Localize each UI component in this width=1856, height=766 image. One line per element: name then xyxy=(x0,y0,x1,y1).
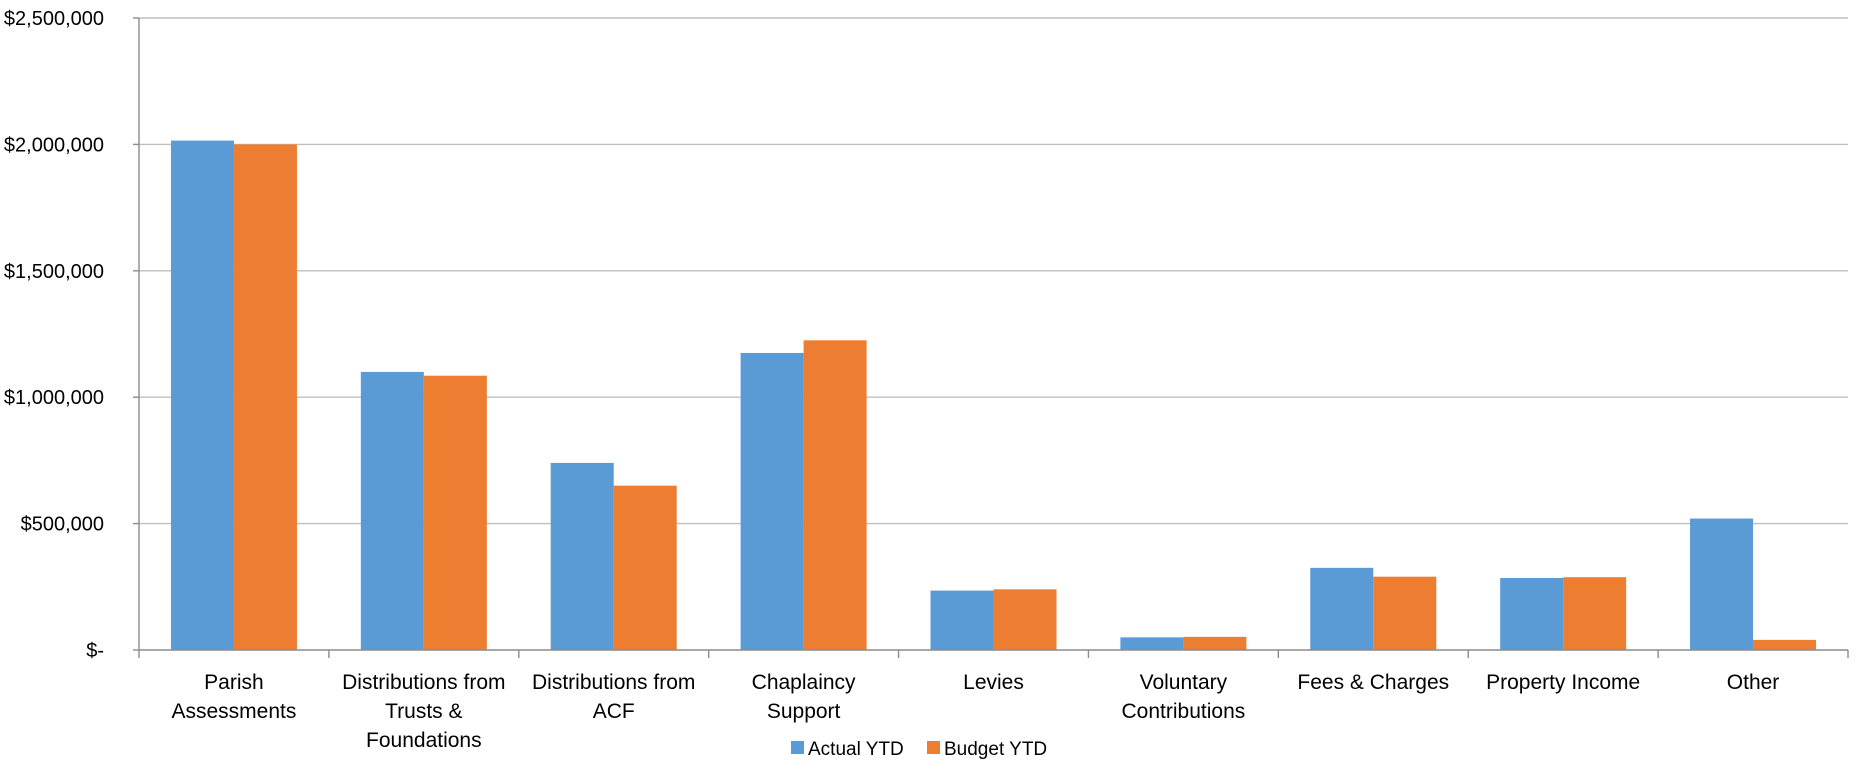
y-tick-label: $- xyxy=(86,640,104,662)
x-tick-label-line: Assessments xyxy=(172,700,297,723)
y-tick-label: $2,000,000 xyxy=(4,134,104,156)
x-tick-label-line: Levies xyxy=(963,671,1024,694)
x-tick-label-line: ACF xyxy=(593,700,635,723)
x-tick-label: Distributions from ACF xyxy=(532,671,695,723)
bar-budget-ytd xyxy=(423,375,487,650)
x-tick-label: Levies xyxy=(963,671,1024,694)
x-tick-label-line: Fees & Charges xyxy=(1297,671,1449,694)
x-tick-labels: Parish Assessments Distributions from Trust… xyxy=(172,671,1780,752)
x-tick-label: Voluntary Contributions xyxy=(1122,671,1246,723)
x-tick-label: Property Income xyxy=(1486,671,1640,694)
y-tick-label: $500,000 xyxy=(21,514,104,536)
x-tick-label-line: Foundations xyxy=(366,729,482,752)
x-tick-label-line: Chaplaincy xyxy=(752,671,856,694)
bar-budget-ytd xyxy=(1563,577,1627,650)
x-tick-label-line: Contributions xyxy=(1122,700,1246,723)
bar-budget-ytd xyxy=(613,485,677,650)
bars xyxy=(170,140,1817,650)
y-tick-label: $1,500,000 xyxy=(4,261,104,283)
bar-budget-ytd xyxy=(1373,576,1437,650)
bar-actual-ytd xyxy=(930,590,994,650)
y-tick-label: $1,000,000 xyxy=(4,387,104,409)
bar-actual-ytd xyxy=(170,140,234,650)
bar-budget-ytd xyxy=(803,340,867,650)
legend-label: Budget YTD xyxy=(944,739,1047,760)
x-tick-label-line: Parish xyxy=(204,671,264,694)
x-tick-label: Chaplaincy Support xyxy=(752,671,856,723)
x-tick-label-line: Property Income xyxy=(1486,671,1640,694)
x-tick-label-line: Other xyxy=(1727,671,1780,694)
bar-actual-ytd xyxy=(1310,567,1374,650)
legend-swatch xyxy=(791,741,804,754)
bar-actual-ytd xyxy=(1120,637,1184,650)
axes xyxy=(133,17,1849,658)
x-tick-label-line: Trusts & xyxy=(385,700,462,723)
bar-actual-ytd xyxy=(1500,577,1564,650)
x-tick-label: Distributions from Trusts & Foundations xyxy=(342,671,505,752)
bar-actual-ytd xyxy=(1690,518,1754,650)
bar-budget-ytd xyxy=(993,589,1057,650)
x-tick-label: Fees & Charges xyxy=(1297,671,1449,694)
bar-budget-ytd xyxy=(233,144,297,650)
x-tick-label-line: Voluntary xyxy=(1140,671,1228,694)
x-tick-label-line: Distributions from xyxy=(532,671,695,694)
legend-label: Actual YTD xyxy=(808,739,904,760)
x-tick-label-line: Distributions from xyxy=(342,671,505,694)
x-tick-label-line: Support xyxy=(767,700,841,723)
y-tick-labels: $- $500,000 $1,000,000 $1,500,000 $2,000,000… xyxy=(4,8,104,662)
x-tick-label: Parish Assessments xyxy=(172,671,297,723)
bar-budget-ytd xyxy=(1183,636,1247,650)
legend: Actual YTD Budget YTD xyxy=(791,739,1047,760)
bar-actual-ytd xyxy=(550,462,614,650)
bar-actual-ytd xyxy=(360,371,424,650)
x-tick-label: Other xyxy=(1727,671,1780,694)
legend-swatch xyxy=(927,741,940,754)
bar-actual-ytd xyxy=(740,352,804,650)
bar-budget-ytd xyxy=(1753,639,1817,650)
y-tick-label: $2,500,000 xyxy=(4,8,104,30)
